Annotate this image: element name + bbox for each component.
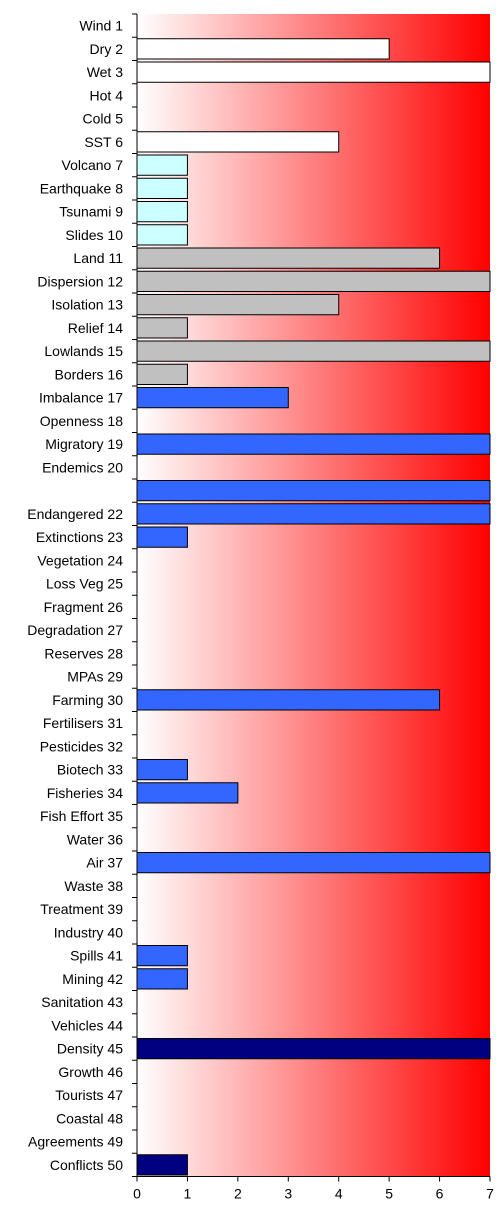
category-label-dry-2: Dry 2 [90, 41, 124, 57]
bar-isolation-13 [136, 294, 340, 316]
category-label-pesticides-32: Pesticides 32 [40, 738, 123, 754]
bar-borders-16 [136, 363, 188, 385]
bar-endangered-22 [136, 503, 491, 525]
category-label-fragment-26: Fragment 26 [44, 599, 124, 615]
bar-dispersion-12 [136, 270, 491, 292]
bar-land-11 [136, 247, 441, 269]
category-label-vegetation-24: Vegetation 24 [37, 552, 123, 568]
category-label-lowlands-15: Lowlands 15 [44, 343, 123, 359]
category-labels-group: Wind 1 Dry 2 Wet 3 Hot 4 Cold 5 SST 6 Volcano … [27, 18, 123, 1173]
bar-density-45 [136, 1038, 491, 1060]
category-label-endangered-22: Endangered 22 [27, 506, 123, 522]
category-label-biotech-33: Biotech 33 [57, 762, 123, 778]
category-label-loss-veg-25: Loss Veg 25 [46, 576, 123, 592]
category-label-farming-30: Farming 30 [52, 692, 123, 708]
category-label-endemics-20: Endemics 20 [42, 459, 123, 475]
x-tick-label-0: 0 [133, 1186, 141, 1202]
category-label-treatment-39: Treatment 39 [40, 901, 123, 917]
category-label-openness-18: Openness 18 [40, 413, 123, 429]
category-label-borders-16: Borders 16 [55, 366, 124, 382]
category-label-volcano-7: Volcano 7 [62, 157, 124, 173]
category-label-agreements-49: Agreements 49 [28, 1134, 123, 1150]
category-label-mpas-29: MPAs 29 [67, 669, 123, 685]
bar-extinctions-23 [136, 526, 188, 548]
category-label-reserves-28: Reserves 28 [44, 645, 123, 661]
category-label-isolation-13: Isolation 13 [51, 297, 123, 313]
bar-fisheries-34 [136, 782, 239, 804]
category-label-fisheries-34: Fisheries 34 [47, 785, 123, 801]
category-label-tsunami-9: Tsunami 9 [59, 204, 123, 220]
bar-sst-6 [136, 131, 340, 153]
bar-lowlands-15 [136, 340, 491, 362]
bar-imbalance-17 [136, 387, 289, 409]
x-tick-label-7: 7 [486, 1186, 494, 1202]
category-label-coastal-48: Coastal 48 [56, 1110, 123, 1126]
category-label-waste-38: Waste 38 [64, 878, 123, 894]
bar-relief-14 [136, 317, 188, 339]
bar-migratory-19 [136, 433, 491, 455]
category-label-sanitation-43: Sanitation 43 [41, 994, 123, 1010]
bar-spills-41 [136, 945, 188, 967]
category-label-air-37: Air 37 [86, 855, 123, 871]
category-label-hot-4: Hot 4 [90, 87, 124, 103]
bar-conflicts-50 [136, 1154, 188, 1176]
category-label-wind-1: Wind 1 [79, 18, 123, 34]
bar-biotech-33 [136, 759, 188, 781]
bar-wet-3 [136, 61, 491, 83]
category-label-fish-effort-35: Fish Effort 35 [40, 808, 123, 824]
category-label-extinctions-23: Extinctions 23 [36, 529, 123, 545]
x-tick-label-2: 2 [234, 1186, 242, 1202]
category-label-relief-14: Relief 14 [68, 320, 123, 336]
category-label-migratory-19: Migratory 19 [45, 436, 123, 452]
bar-dry-2 [136, 38, 390, 60]
category-label-vehicles-44: Vehicles 44 [51, 1017, 123, 1033]
category-label-earthquake-8: Earthquake 8 [40, 180, 123, 196]
category-label-wet-3: Wet 3 [87, 64, 124, 80]
bar-air-37 [136, 852, 491, 874]
x-tick-label-5: 5 [385, 1186, 393, 1202]
category-label-conflicts-50: Conflicts 50 [50, 1157, 123, 1173]
x-tick-label-1: 1 [184, 1186, 192, 1202]
bar-volcano-7 [136, 154, 188, 176]
category-label-water-36: Water 36 [67, 831, 123, 847]
category-label-dispersion-12: Dispersion 12 [37, 273, 123, 289]
category-label-imbalance-17: Imbalance 17 [39, 390, 123, 406]
category-label-tourists-47: Tourists 47 [55, 1087, 123, 1103]
x-tick-label-6: 6 [436, 1186, 444, 1202]
bar-slides-10 [136, 224, 188, 246]
bar-farming-30 [136, 689, 441, 711]
bar-tsunami-9 [136, 201, 188, 223]
category-label-industry-40: Industry 40 [54, 924, 123, 940]
axes-group [132, 13, 491, 1182]
plot-area-background [137, 14, 490, 1177]
category-label-fertilisers-31: Fertilisers 31 [43, 715, 123, 731]
category-label-growth-46: Growth 46 [58, 1064, 123, 1080]
category-label-degradation-27: Degradation 27 [27, 622, 123, 638]
category-label-cold-5: Cold 5 [83, 111, 124, 127]
x-tick-label-3: 3 [284, 1186, 292, 1202]
category-label-mining-42: Mining 42 [62, 971, 123, 987]
bar-mining-42 [136, 968, 188, 990]
category-label-land-11: Land 11 [73, 250, 123, 266]
x-tick-label-4: 4 [335, 1186, 343, 1202]
x-tick-labels-group: 0 1 2 3 4 5 6 7 [133, 1186, 494, 1202]
category-label-slides-10: Slides 10 [65, 227, 123, 243]
category-label-spills-41: Spills 41 [70, 948, 123, 964]
bar-row-21 [136, 480, 491, 502]
category-label-sst-6: SST 6 [84, 134, 123, 150]
bar-earthquake-8 [136, 177, 188, 199]
category-label-density-45: Density 45 [57, 1041, 123, 1057]
